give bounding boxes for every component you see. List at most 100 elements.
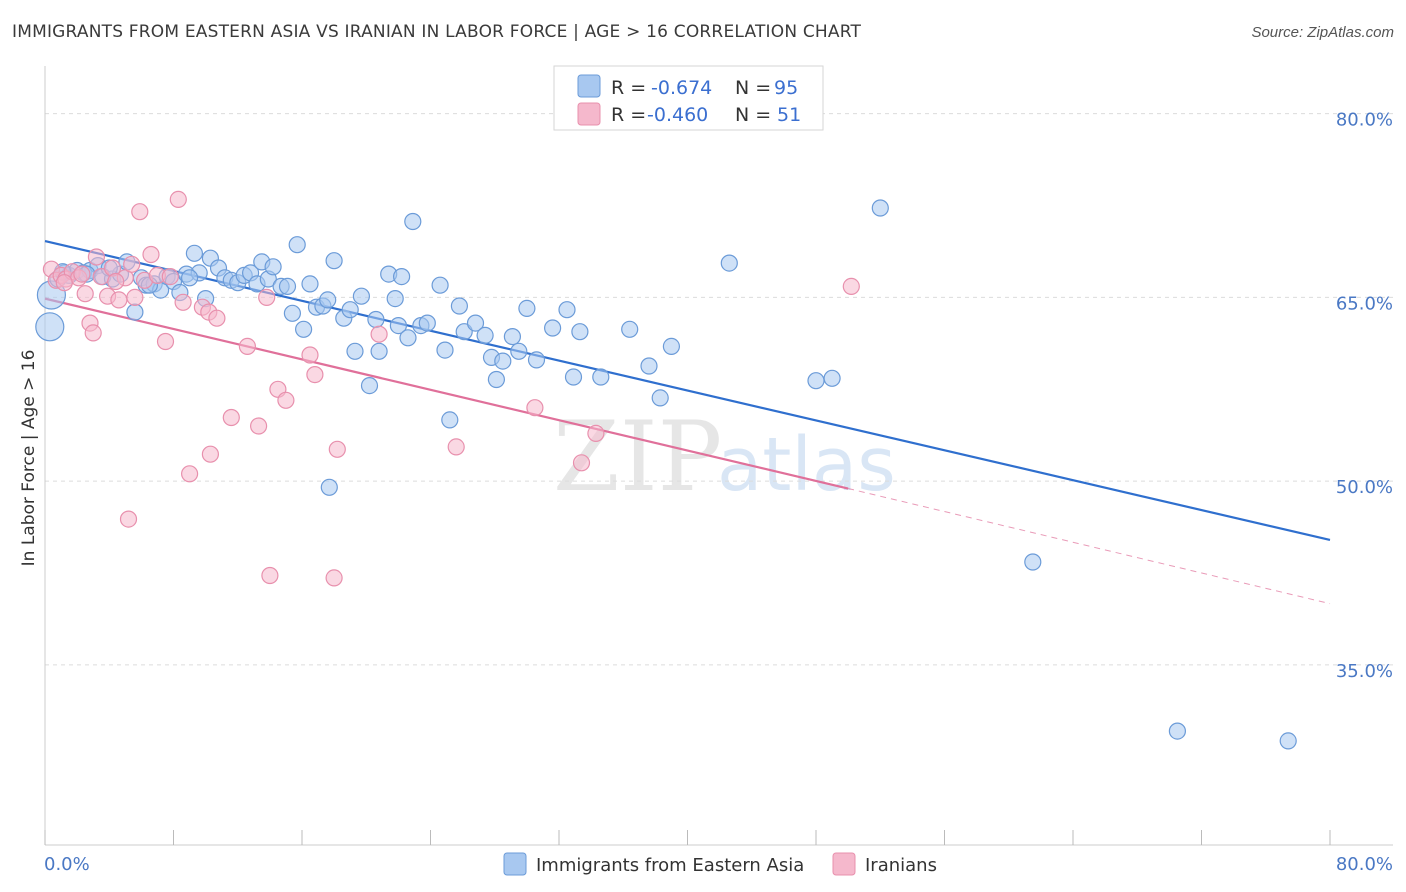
point-eastern-asia — [476, 326, 494, 344]
point-iranians — [156, 332, 175, 351]
point-iranians — [277, 391, 295, 409]
point-eastern-asia — [564, 368, 583, 386]
legend-r-value-1: -0.674 — [651, 77, 712, 99]
series-legend: Immigrants from Eastern Asia Iranians — [503, 852, 937, 876]
point-iranians — [119, 510, 138, 528]
source-credit: Source: ZipAtlas.com — [1251, 24, 1394, 41]
point-iranians — [325, 569, 343, 587]
point-eastern-asia — [455, 323, 473, 341]
point-iranians — [55, 274, 73, 292]
point-eastern-asia — [35, 312, 65, 342]
point-eastern-asia — [1168, 722, 1187, 740]
point-eastern-asia — [1279, 732, 1297, 750]
point-eastern-asia — [283, 304, 301, 322]
point-iranians — [526, 399, 544, 417]
point-iranians — [250, 417, 268, 435]
point-eastern-asia — [558, 301, 576, 319]
y-tick-label: 65.0% — [1336, 293, 1393, 314]
point-eastern-asia — [325, 252, 343, 270]
legend-n-label-1: N = — [735, 77, 771, 99]
legend-r-label-2: R = — [611, 104, 646, 126]
legend-n-value-2: 51 — [777, 104, 801, 126]
point-eastern-asia — [640, 357, 658, 375]
point-iranians — [123, 255, 141, 273]
legend-swatch-blue — [577, 74, 601, 98]
point-iranians — [306, 366, 324, 384]
point-eastern-asia — [126, 303, 144, 321]
point-eastern-asia — [487, 370, 505, 389]
point-iranians — [174, 293, 192, 311]
point-iranians — [370, 325, 388, 343]
point-iranians — [76, 285, 94, 303]
point-iranians — [126, 288, 144, 306]
series-legend-swatch-blue — [503, 852, 527, 876]
point-eastern-asia — [592, 368, 610, 386]
point-iranians — [208, 309, 226, 327]
point-eastern-asia — [518, 299, 536, 317]
point-iranians — [142, 245, 160, 264]
y-axis-label: In Labor Force | Age > 16 — [19, 350, 39, 567]
point-eastern-asia — [543, 319, 562, 337]
point-eastern-asia — [418, 314, 436, 332]
point-iranians — [161, 268, 179, 286]
point-iranians — [587, 424, 605, 442]
point-iranians — [261, 566, 279, 585]
point-eastern-asia — [288, 236, 306, 254]
legend-n-value-1: 95 — [774, 77, 798, 99]
point-eastern-asia — [510, 342, 528, 360]
point-eastern-asia — [441, 411, 459, 429]
point-iranians — [110, 291, 128, 309]
point-eastern-asia — [386, 290, 404, 308]
point-eastern-asia — [823, 369, 841, 387]
point-eastern-asia — [431, 276, 449, 294]
point-iranians — [258, 288, 276, 306]
data-points — [35, 190, 1297, 750]
point-eastern-asia — [360, 377, 379, 395]
point-eastern-asia — [319, 291, 337, 309]
point-eastern-asia — [621, 320, 639, 338]
chart-title: IMMIGRANTS FROM EASTERN ASIA VS IRANIAN … — [12, 22, 862, 42]
legend-r-value-2: -0.460 — [647, 104, 708, 126]
point-iranians — [842, 277, 860, 295]
point-eastern-asia — [185, 244, 203, 262]
series-legend-swatch-pink — [832, 852, 856, 876]
legend-r-label-1: R = — [611, 77, 646, 99]
point-iranians — [84, 324, 102, 342]
legend-swatch-pink — [577, 102, 601, 126]
point-eastern-asia — [436, 341, 454, 359]
point-iranians — [301, 346, 319, 364]
point-eastern-asia — [450, 297, 468, 315]
point-iranians — [107, 272, 125, 291]
point-eastern-asia — [807, 372, 825, 390]
point-eastern-asia — [494, 352, 512, 370]
point-iranians — [87, 248, 106, 266]
series-legend-label-1: Immigrants from Eastern Asia — [536, 855, 804, 876]
grid-lines — [45, 113, 1393, 666]
x-tick-label: 0.0% — [44, 854, 90, 875]
point-iranians — [181, 465, 199, 483]
point-eastern-asia — [720, 254, 738, 272]
point-iranians — [131, 203, 149, 221]
point-eastern-asia — [651, 389, 669, 407]
point-eastern-asia — [393, 268, 411, 286]
point-iranians — [73, 265, 91, 283]
legend-n-label-2: N = — [735, 104, 771, 126]
point-iranians — [447, 438, 465, 456]
point-eastern-asia — [320, 478, 338, 496]
point-eastern-asia — [370, 342, 388, 360]
point-eastern-asia — [341, 301, 359, 319]
point-eastern-asia — [1024, 553, 1042, 571]
point-eastern-asia — [352, 287, 370, 305]
point-eastern-asia — [295, 320, 313, 338]
watermark-atlas: atlas — [717, 422, 896, 508]
correlation-legend: R = -0.674 N = 95 R = -0.460 N = 51 — [553, 65, 824, 131]
y-tick-label: 35.0% — [1336, 661, 1393, 682]
trend-line-iranians — [44, 297, 849, 490]
axes: 35.0% 50.0% 65.0% 80.0% 0.0% 80.0% — [44, 66, 1393, 875]
point-iranians — [328, 440, 346, 458]
point-iranians — [222, 408, 240, 427]
point-eastern-asia — [181, 269, 199, 287]
point-eastern-asia — [346, 342, 364, 360]
point-iranians — [201, 445, 219, 463]
